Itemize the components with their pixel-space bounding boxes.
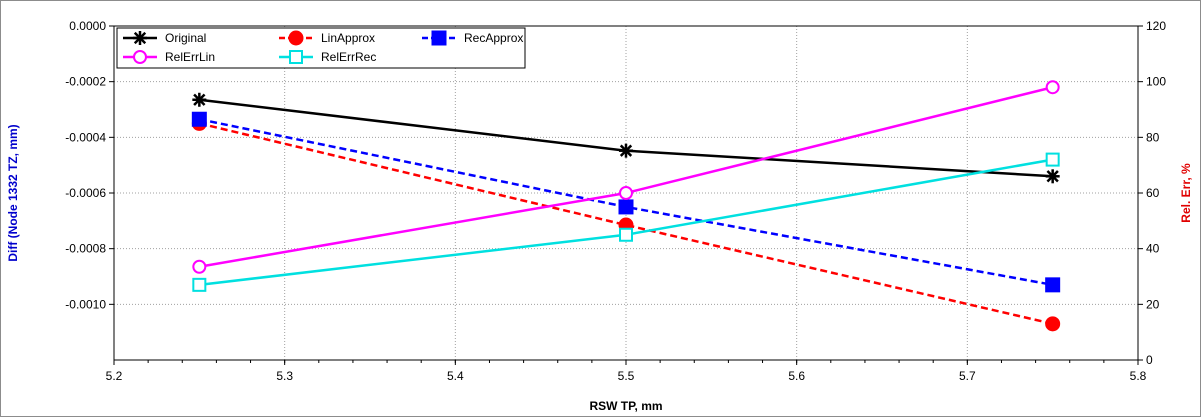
x-tick-label: 5.7 [959,369,976,383]
y-left-tick-label: -0.0010 [65,297,106,311]
data-point-recapprox [191,111,207,127]
x-tick-label: 5.4 [447,369,464,383]
y-right-axis-title: Rel. Err, % [1179,163,1193,223]
data-point-relerrrec [192,277,207,292]
legend-label-relerrrec: RelErrRec [321,50,376,64]
ticks-layer: 5.2 5.3 5.4 5.5 5.6 5.7 5.8 0.0000 -0.0002 -0.000… [65,19,1166,383]
data-point-relerrrec [1045,152,1060,167]
legend-label-relerrlin: RelErrLin [165,50,215,64]
y-left-tick-label: -0.0006 [65,186,106,200]
legend-marker-linapprox [288,30,304,46]
y-right-tick-label: 40 [1146,242,1160,256]
data-point-original [192,92,207,107]
legend-marker-relerrrec [289,50,303,64]
legend-marker-recapprox [431,30,447,46]
data-point-recapprox [1045,277,1061,293]
legend-label-recapprox: RecApprox [464,31,523,45]
legend-marker-original [133,31,147,45]
data-point-relerrlin [1045,80,1060,95]
y-left-tick-label: 0.0000 [69,19,106,33]
y-right-tick-label: 80 [1146,130,1160,144]
data-point-relerrlin [192,259,207,274]
legend-label-linapprox: LinApprox [321,31,375,45]
legend: Original LinApprox RecApprox RelErrLin RelEr… [116,27,526,69]
x-axis-title: RSW TP, mm [589,399,662,413]
data-point-relerrlin [619,186,633,200]
y-left-tick-label: -0.0004 [65,130,106,144]
series-line-linapprox [199,122,1053,326]
x-tick-label: 5.3 [276,369,293,383]
x-tick-label: 5.6 [788,369,805,383]
y-right-tick-label: 60 [1146,186,1160,200]
legend-box [116,27,526,69]
data-point-original [619,143,633,158]
x-tick-label: 5.5 [618,369,635,383]
legend-marker-relerrlin [133,50,147,64]
y-left-tick-label: -0.0002 [65,75,106,89]
data-point-recapprox [618,199,634,215]
y-right-tick-label: 100 [1146,75,1166,89]
x-tick-label: 5.2 [106,369,123,383]
x-tick-label: 5.8 [1130,369,1147,383]
series-layer [191,80,1061,332]
data-point-original [1045,169,1060,184]
legend-label-original: Original [165,31,206,45]
y-right-tick-label: 120 [1146,19,1166,33]
y-left-axis-title: Diff (Node 1332 TZ, mm) [6,124,20,261]
y-right-tick-label: 20 [1146,297,1160,311]
y-right-tick-label: 0 [1146,353,1153,367]
y-left-tick-label: -0.0008 [65,242,106,256]
data-point-relerrrec [619,227,633,242]
data-point-linapprox [1045,316,1061,332]
